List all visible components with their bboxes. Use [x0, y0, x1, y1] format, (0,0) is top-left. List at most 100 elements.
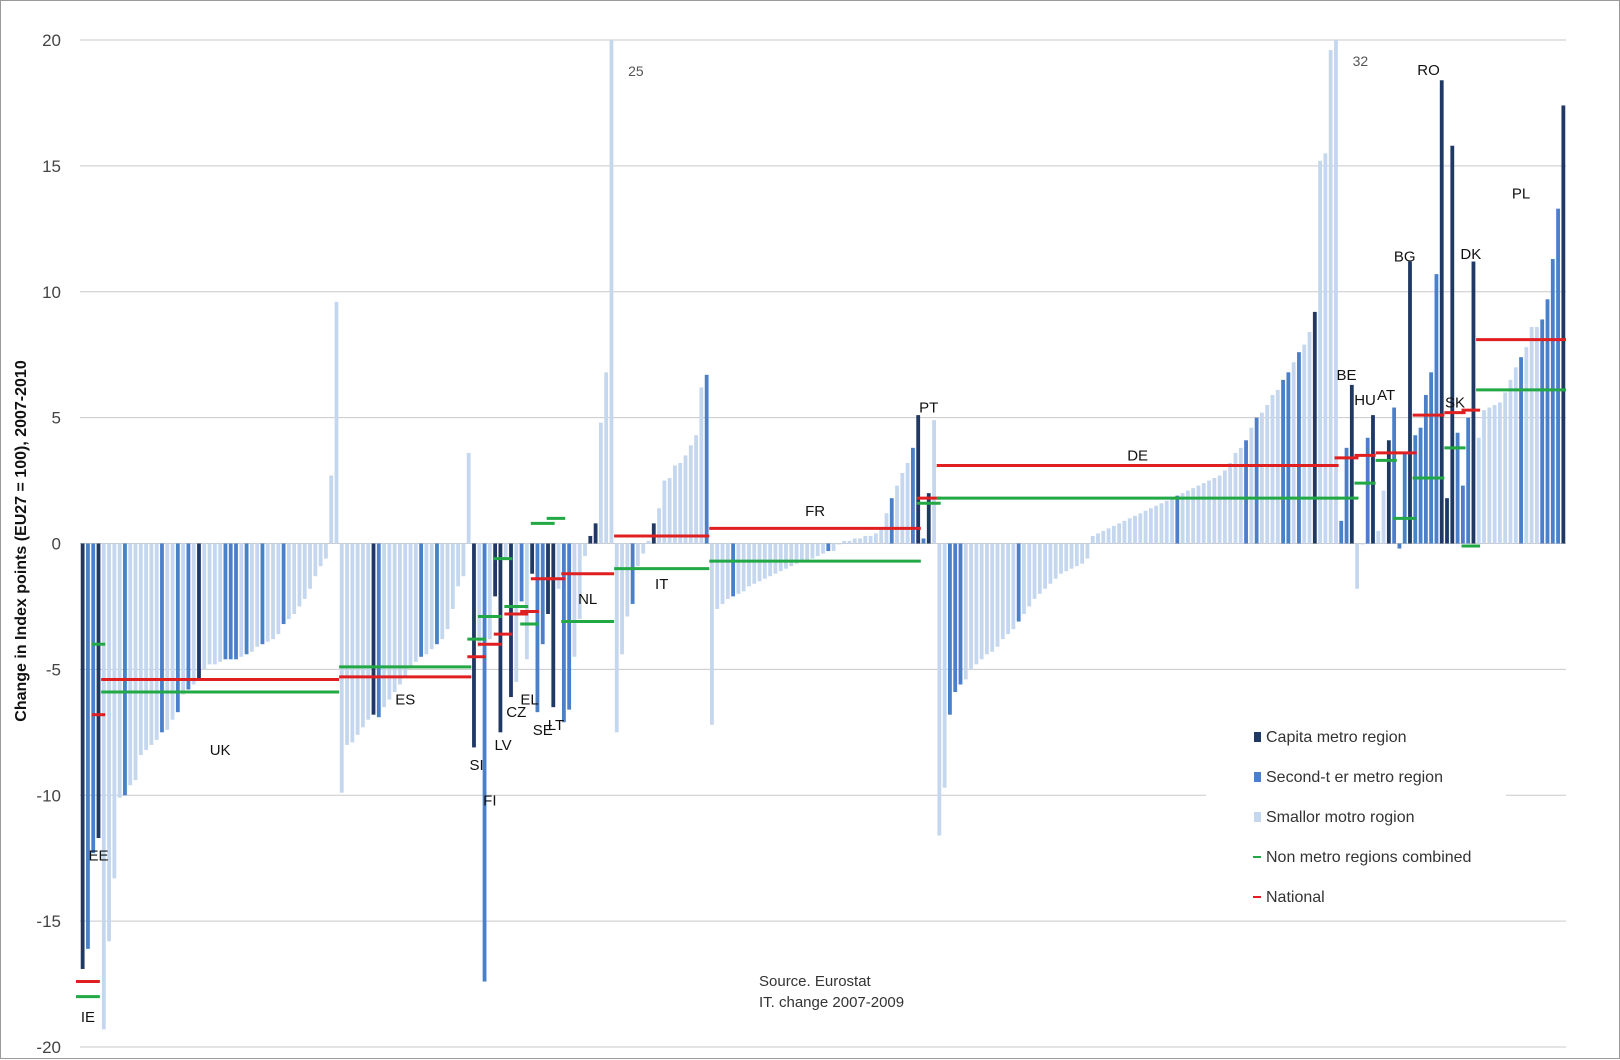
- bar-de: [1117, 523, 1122, 544]
- bar-be: [1349, 384, 1354, 544]
- bar-be: [1344, 447, 1349, 544]
- bar-de: [948, 543, 952, 715]
- bar-de: [1127, 518, 1132, 544]
- y-tick-label: 5: [52, 409, 61, 428]
- bar-fr: [773, 543, 778, 574]
- bar-de: [1074, 543, 1079, 567]
- bar-de: [942, 543, 947, 788]
- bar-uk: [128, 543, 133, 786]
- bar-es: [350, 543, 355, 743]
- bar-pl: [1508, 379, 1513, 544]
- bar-uk: [234, 543, 238, 660]
- bar-at: [1376, 530, 1381, 544]
- bar-fr: [900, 473, 905, 544]
- bar-pl: [1513, 367, 1518, 544]
- legend-swatch: [1254, 812, 1261, 822]
- bar-de: [1016, 543, 1021, 622]
- bar-de: [1201, 483, 1206, 544]
- bar-de: [1043, 543, 1048, 589]
- bar-es: [387, 543, 392, 700]
- legend-label: Non metro regions combined: [1266, 849, 1471, 866]
- bar-fr: [736, 543, 741, 594]
- reference-lines: [76, 338, 1566, 999]
- country-label-se: SE: [533, 722, 553, 739]
- bar-de: [1133, 515, 1137, 544]
- bar-fr: [905, 462, 910, 544]
- country-label-fr: FR: [805, 503, 825, 520]
- bar-nl: [604, 372, 609, 544]
- country-label-sk: SK: [1445, 395, 1465, 412]
- bar-es: [440, 543, 445, 640]
- bar-uk: [302, 543, 307, 599]
- bar-uk: [175, 543, 180, 713]
- bar-hu: [1360, 543, 1365, 545]
- bar-pl: [1476, 437, 1481, 544]
- bar-lv: [503, 543, 508, 559]
- bar-pl: [1535, 326, 1539, 544]
- bar-bg: [1408, 261, 1412, 544]
- bar-uk: [286, 543, 291, 620]
- bar-uk: [244, 543, 249, 655]
- country-label-es: ES: [395, 692, 415, 709]
- bar-pl: [1556, 208, 1560, 544]
- bar-fr: [858, 538, 862, 544]
- bar-bg: [1397, 543, 1402, 549]
- bar-es: [403, 543, 408, 677]
- bar-de: [1027, 543, 1032, 607]
- bar-fr: [720, 543, 725, 604]
- bar-uk: [239, 543, 244, 657]
- bar-de: [1064, 543, 1069, 572]
- bar-es: [382, 543, 386, 708]
- bar-it: [620, 543, 624, 655]
- bar-uk: [260, 543, 265, 645]
- bar-de: [937, 543, 942, 836]
- bar-de: [1059, 543, 1063, 574]
- bar-it: [694, 435, 698, 544]
- bar-it: [651, 523, 656, 544]
- bar-de: [995, 543, 1000, 647]
- bar-fr: [831, 543, 836, 552]
- bar-fr: [852, 538, 857, 544]
- bar-de: [1238, 447, 1243, 544]
- bar-fi: [493, 543, 498, 597]
- bar-fr: [821, 543, 825, 554]
- legend-swatch: [1254, 732, 1261, 742]
- bar-fr: [789, 543, 794, 567]
- country-label-de: DE: [1127, 447, 1148, 464]
- bar-ie: [86, 543, 90, 949]
- bar-ie: [80, 543, 85, 969]
- bar-fr: [741, 543, 746, 592]
- bar-fr: [731, 543, 736, 597]
- bar-de: [1244, 440, 1248, 544]
- bar-fr: [715, 543, 720, 609]
- bar-lt: [556, 543, 561, 589]
- bar-es: [392, 543, 397, 693]
- y-tick-label: 10: [42, 283, 61, 302]
- bar-de: [1286, 372, 1291, 544]
- bar-es: [424, 543, 429, 655]
- bar-de: [1148, 508, 1153, 544]
- bar-ro: [1429, 372, 1434, 544]
- bar-fr: [863, 535, 868, 544]
- bar-uk: [170, 543, 175, 720]
- bar-pl: [1482, 410, 1486, 544]
- bar-de: [1297, 352, 1301, 544]
- bar-uk: [297, 543, 302, 607]
- bar-it: [630, 543, 635, 604]
- bar-de: [1090, 535, 1095, 544]
- bar-ro: [1423, 394, 1428, 544]
- bar-fr: [879, 528, 884, 544]
- y-tick-label: 20: [42, 31, 61, 50]
- bar-fr: [868, 535, 873, 544]
- bar-uk: [138, 543, 143, 755]
- bar-es: [408, 543, 413, 667]
- bar-de: [1281, 379, 1285, 544]
- bar-uk: [276, 543, 281, 635]
- bar-uk: [313, 543, 318, 577]
- bar-es: [429, 543, 434, 650]
- bar-se: [540, 543, 545, 645]
- bar-de: [1212, 478, 1217, 544]
- bar-de: [1217, 475, 1222, 544]
- bar-fr: [725, 543, 730, 599]
